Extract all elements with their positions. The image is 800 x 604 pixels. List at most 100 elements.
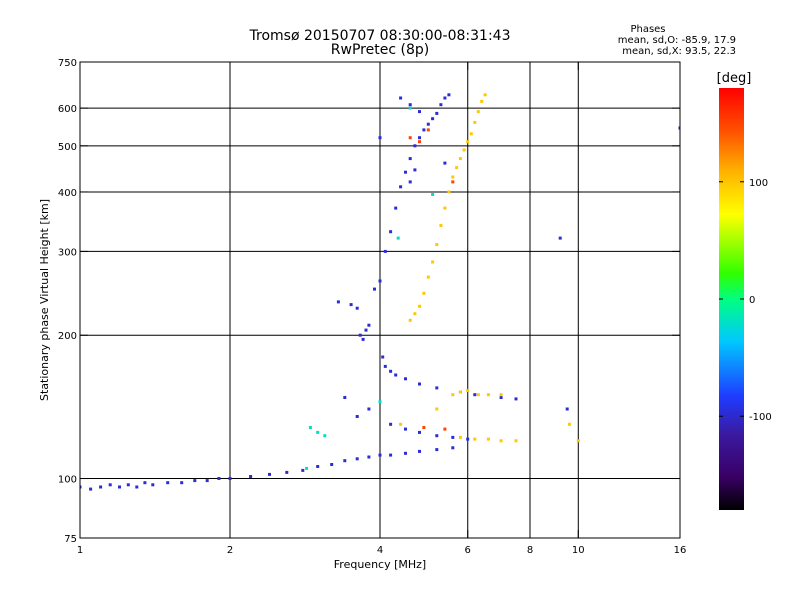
data-point [431, 117, 435, 121]
data-point [451, 446, 455, 450]
data-point [217, 477, 221, 480]
data-point [343, 459, 347, 463]
y-tick-label: 200 [58, 331, 77, 342]
data-point [408, 318, 412, 322]
data-point [439, 224, 443, 227]
stats-line-x: mean, sd,X: 93.5, 22.3 [622, 46, 736, 57]
data-point [413, 312, 417, 316]
colorbar-ticks: 100 0 -100 [719, 178, 772, 423]
data-point [316, 465, 320, 468]
data-point [305, 466, 309, 470]
data-point [413, 168, 417, 172]
x-tick-label: 8 [527, 545, 533, 556]
data-point [408, 157, 412, 161]
data-point [466, 389, 470, 393]
data-point [166, 481, 170, 485]
data-point [408, 136, 412, 140]
data-point [499, 393, 503, 397]
data-point [361, 337, 365, 341]
data-point [568, 422, 571, 426]
data-point [358, 333, 362, 337]
y-tick-label: 750 [58, 58, 77, 69]
data-point [323, 434, 327, 438]
data-point [422, 291, 426, 295]
data-point [143, 481, 147, 485]
data-point [462, 148, 466, 152]
data-point [499, 396, 503, 399]
data-point [355, 457, 359, 461]
data-point [422, 128, 426, 132]
data-point [205, 479, 209, 483]
data-point [678, 126, 680, 130]
data-point [378, 453, 382, 457]
data-point [126, 483, 130, 487]
data-point [443, 96, 447, 100]
data-point [451, 393, 455, 397]
data-point [476, 110, 480, 114]
data-point [151, 483, 155, 487]
x-tick-label: 10 [572, 545, 585, 556]
data-point [418, 304, 421, 308]
data-point [389, 453, 393, 457]
data-point [404, 377, 407, 381]
data-point [435, 111, 439, 115]
data-point [343, 396, 347, 399]
data-point [483, 93, 487, 97]
data-point [514, 397, 518, 401]
data-point [473, 120, 477, 124]
data-point [451, 180, 455, 184]
data-point [308, 426, 312, 429]
data-point [389, 230, 393, 234]
colorbar-tick-label: 0 [749, 295, 755, 306]
data-point [435, 407, 439, 411]
data-point [486, 437, 490, 441]
data-point [389, 369, 393, 373]
data-point [435, 386, 439, 390]
data-points [80, 93, 680, 491]
data-point [443, 161, 447, 165]
y-tick-label: 500 [58, 142, 77, 153]
data-point [418, 382, 421, 386]
data-point [228, 477, 232, 480]
colorbar-tick-label: 100 [749, 178, 768, 189]
data-point [378, 279, 382, 283]
data-point [89, 487, 93, 491]
x-tick-label: 16 [674, 545, 687, 556]
colorbar-label: [deg] [717, 71, 752, 86]
data-point [330, 463, 334, 466]
y-tick-label: 600 [58, 104, 77, 115]
data-point [443, 427, 447, 431]
y-tick-label: 100 [58, 475, 77, 486]
data-point [355, 306, 359, 310]
data-point [418, 110, 421, 114]
data-point [399, 185, 403, 189]
data-point [418, 136, 421, 140]
data-point [431, 193, 435, 196]
data-point [431, 260, 435, 264]
chart-subtitle: RwPretec (8p) [331, 42, 429, 58]
data-point [408, 103, 412, 107]
data-point [404, 427, 407, 431]
data-point [418, 449, 421, 453]
data-point [367, 323, 371, 327]
data-point [435, 448, 439, 452]
data-point [565, 407, 569, 411]
chart-title: Tromsø 20150707 08:30:00-08:31:43 [249, 28, 511, 44]
data-point [285, 470, 289, 474]
data-point [426, 275, 430, 279]
data-point [466, 437, 470, 441]
x-tick-label: 4 [377, 545, 383, 556]
stats-line-o: mean, sd,O: -85.9, 17.9 [618, 35, 736, 46]
data-point [249, 475, 253, 478]
data-point [394, 373, 398, 377]
y-tick-label: 75 [64, 534, 77, 545]
data-point [451, 175, 455, 179]
data-point [378, 136, 382, 140]
data-point [458, 157, 462, 161]
data-point [576, 439, 580, 443]
data-point [469, 132, 473, 136]
data-point [435, 243, 439, 247]
data-point [355, 415, 359, 418]
